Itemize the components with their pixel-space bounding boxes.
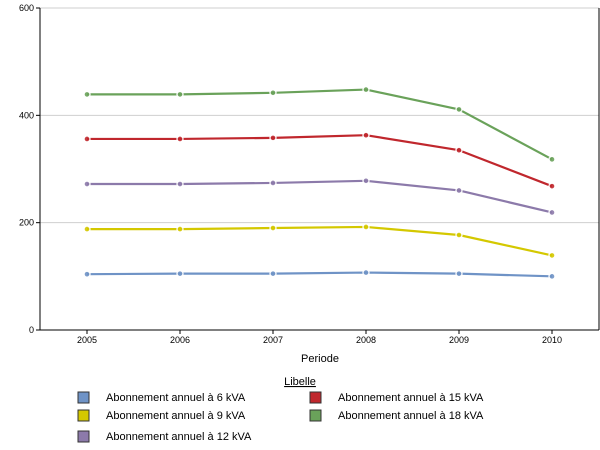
- data-point: [269, 224, 277, 232]
- series-line: [87, 88, 553, 161]
- axes: [39, 8, 600, 331]
- data-point: [83, 90, 91, 99]
- legend-swatch: [309, 409, 322, 422]
- legend: Abonnement annuel à 6 kVA Abonnement annu…: [77, 391, 484, 443]
- data-point: [362, 223, 370, 231]
- x-tick-label: 2006: [170, 335, 190, 345]
- legend-swatch: [77, 409, 90, 422]
- data-point: [455, 146, 463, 154]
- data-point: [362, 268, 370, 277]
- data-point: [455, 105, 463, 114]
- legend-item: Abonnement annuel à 12 kVA: [77, 430, 252, 443]
- x-axis-title: Periode: [301, 353, 339, 365]
- legend-label: Abonnement annuel à 12 kVA: [106, 431, 252, 443]
- data-point: [362, 177, 370, 185]
- legend-label: Abonnement annuel à 18 kVA: [338, 410, 484, 422]
- legend-label: Abonnement annuel à 9 kVA: [106, 410, 246, 422]
- data-point: [176, 135, 184, 143]
- x-axis-ticks: 2005 2006 2007 2008 2009 2010: [77, 330, 562, 345]
- data-point: [269, 89, 277, 97]
- data-point: [176, 90, 184, 99]
- x-tick-label: 2008: [356, 335, 376, 345]
- x-tick-label: 2010: [542, 335, 562, 345]
- x-tick-label: 2007: [263, 335, 283, 345]
- data-point: [455, 231, 463, 239]
- data-point: [548, 155, 556, 164]
- y-tick-label: 0: [29, 325, 34, 335]
- x-tick-label: 2009: [449, 335, 469, 345]
- data-point: [455, 269, 463, 278]
- series-line: [86, 271, 553, 278]
- x-tick-label: 2005: [77, 335, 97, 345]
- y-tick-label: 600: [19, 3, 34, 13]
- series-group: [83, 85, 556, 281]
- series-2: [83, 223, 556, 260]
- series-line: [87, 225, 553, 257]
- data-point: [269, 269, 277, 278]
- legend-swatch: [77, 391, 90, 404]
- grid-lines: [40, 7, 599, 224]
- data-point: [83, 180, 91, 188]
- series-5: [83, 85, 556, 164]
- legend-item: Abonnement annuel à 6 kVA: [77, 391, 246, 404]
- data-point: [548, 251, 556, 260]
- y-axis-ticks: 0 200 400 600: [19, 3, 40, 335]
- series-line: [87, 134, 553, 188]
- data-point: [176, 225, 184, 233]
- series-line: [87, 179, 553, 214]
- series-3: [83, 177, 556, 217]
- legend-item: Abonnement annuel à 9 kVA: [77, 409, 246, 422]
- y-tick-label: 400: [19, 110, 34, 120]
- data-point: [548, 208, 556, 217]
- data-point: [269, 134, 277, 142]
- data-point: [455, 186, 463, 195]
- data-point: [83, 135, 91, 143]
- legend-title: Libelle: [284, 376, 316, 388]
- data-point: [269, 179, 277, 187]
- data-point: [548, 272, 556, 281]
- data-point: [176, 269, 184, 278]
- y-tick-label: 200: [19, 218, 34, 228]
- legend-swatch: [309, 391, 322, 404]
- data-point: [362, 131, 370, 139]
- data-point: [362, 85, 370, 94]
- data-point: [83, 270, 91, 278]
- legend-item: Abonnement annuel à 18 kVA: [309, 409, 484, 422]
- data-point: [176, 180, 184, 188]
- series-4: [83, 131, 556, 190]
- legend-label: Abonnement annuel à 6 kVA: [106, 392, 246, 404]
- legend-item: Abonnement annuel à 15 kVA: [309, 391, 484, 404]
- data-point: [548, 182, 556, 190]
- data-point: [83, 225, 91, 233]
- legend-swatch: [77, 430, 90, 443]
- series-1: [83, 268, 556, 281]
- legend-label: Abonnement annuel à 15 kVA: [338, 392, 484, 404]
